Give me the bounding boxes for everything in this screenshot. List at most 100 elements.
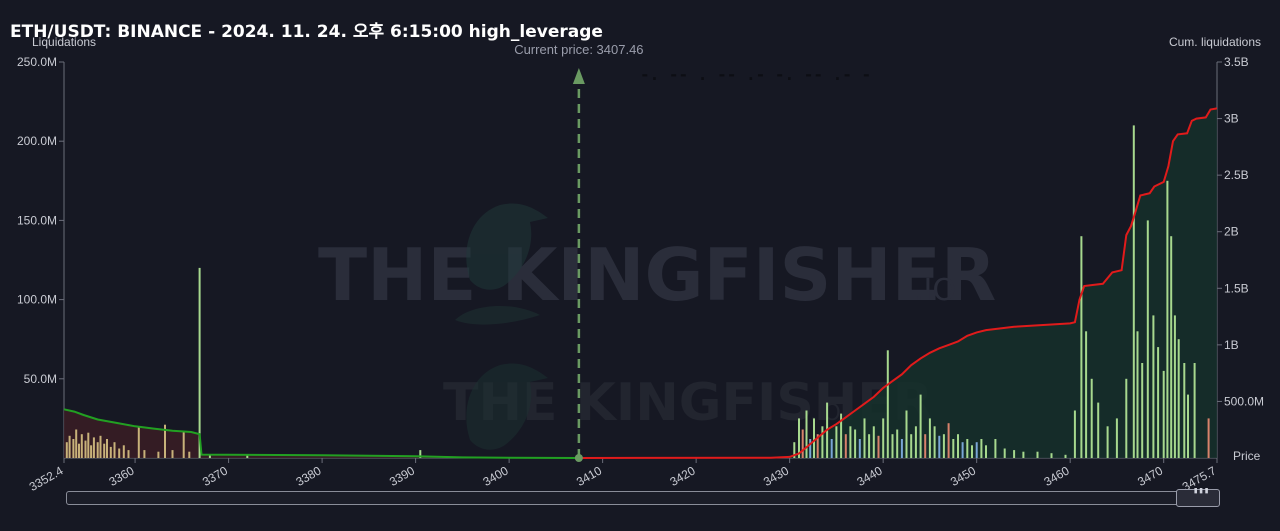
liquidation-bar	[1085, 331, 1088, 458]
liquidation-bar	[182, 431, 185, 458]
liquidation-bar	[1090, 378, 1093, 458]
chart-title: ETH/USDT: BINANCE - 2024. 11. 24. 오후 6:1…	[10, 22, 603, 42]
left-tick-label: 50.0M	[24, 372, 57, 386]
liquidation-bar	[171, 450, 174, 458]
liquidation-bar	[99, 435, 102, 458]
liquidation-bar	[1173, 315, 1176, 458]
liquidation-bar	[957, 434, 959, 458]
liquidation-bar	[106, 439, 108, 458]
liquidation-bar	[805, 410, 808, 458]
liquidation-bar	[65, 442, 68, 458]
x-tick-label: 3370	[200, 463, 230, 489]
x-tick-label: 3400	[480, 463, 510, 489]
cum-line-long	[63, 408, 579, 459]
liquidation-bar	[886, 350, 889, 458]
liquidation-bar	[188, 451, 191, 458]
liquidation-bar	[914, 426, 917, 458]
liquidation-bar	[84, 440, 87, 458]
liquidation-bar	[985, 445, 987, 458]
liquidation-bar	[961, 442, 964, 458]
grip-icon: ▮▮▮	[1193, 486, 1210, 496]
liquidation-bar	[793, 442, 796, 458]
liquidation-bar	[1170, 236, 1173, 458]
bars-group	[65, 125, 1210, 459]
liquidation-bar	[1013, 450, 1016, 458]
liquidation-bar	[798, 418, 800, 458]
liquidation-bar	[246, 454, 249, 458]
liquidation-bar	[858, 439, 861, 458]
liquidation-bar	[1106, 426, 1109, 458]
liquidation-bar	[1177, 339, 1180, 458]
liquidation-bar	[127, 450, 130, 458]
liquidation-bar	[966, 439, 969, 458]
range-scrollbar[interactable]	[66, 491, 1218, 505]
liquidation-bar	[1050, 453, 1053, 458]
x-tick-label: 3420	[668, 463, 698, 489]
watermark-small-suffix: .IO	[810, 401, 841, 426]
liquidation-bar	[809, 439, 812, 458]
liquidation-bar	[1064, 454, 1067, 458]
liquidation-bar	[137, 426, 140, 458]
liquidation-bar	[72, 439, 75, 458]
liquidation-bar	[1157, 347, 1160, 458]
liquidation-bar	[1162, 370, 1165, 458]
kingfisher-bird-icon	[455, 203, 548, 450]
x-tick-label: 3380	[293, 463, 323, 489]
left-tick-label: 150.0M	[17, 213, 57, 227]
watermark-large: THE KINGFISHER	[318, 233, 996, 317]
liquidation-bar	[1022, 451, 1025, 458]
liquidation-bar	[928, 418, 931, 458]
arrow-up-icon	[572, 68, 585, 84]
watermark-group: THE KINGFISHER .IO THE KINGFISHER .IO	[318, 203, 996, 450]
liquidation-bar	[122, 445, 125, 458]
range-scroll-handle[interactable]: ▮▮▮	[1176, 486, 1220, 507]
liquidation-bar	[75, 429, 78, 458]
liquidation-bar	[971, 445, 973, 458]
liquidation-bar	[905, 410, 908, 458]
liquidation-bar	[1097, 402, 1100, 458]
liquidation-bar	[96, 442, 99, 458]
cum-area-group	[64, 108, 1217, 459]
liquidation-bar	[103, 443, 106, 458]
liquidation-bar	[1003, 448, 1006, 458]
right-tick-label: 3.5B	[1224, 55, 1249, 69]
x-tick-label: 3410	[574, 463, 604, 489]
liquidation-bar	[942, 434, 945, 458]
liquidation-bar	[109, 446, 112, 458]
liquidation-bar	[1207, 418, 1210, 458]
right-tick-label: 500.0M	[1224, 394, 1264, 408]
cum-line-short	[578, 107, 1218, 459]
liquidation-bar	[1152, 315, 1155, 458]
x-tick-label: 3360	[106, 463, 136, 489]
x-tick-label: 3450	[948, 463, 978, 489]
liquidation-bar	[92, 437, 95, 458]
x-tick-label: 3352.4	[27, 463, 66, 494]
liquidation-bar	[919, 394, 922, 458]
liquidation-bar	[208, 454, 211, 458]
current-price-dot	[574, 454, 583, 462]
liquidation-bar	[933, 426, 936, 458]
liquidation-bar	[1187, 394, 1189, 458]
x-tick-label: 3440	[855, 463, 885, 489]
liquidation-bar	[1036, 451, 1039, 458]
liquidation-bar	[975, 442, 978, 458]
liquidation-bar	[872, 426, 875, 458]
liquidation-bar	[78, 443, 80, 458]
liquidation-bar	[1166, 180, 1169, 459]
liquidation-bar	[1080, 236, 1083, 458]
left-tick-label: 250.0M	[17, 55, 57, 69]
cum-lines-group	[63, 107, 1218, 459]
liquidation-bar	[840, 413, 843, 458]
liquidation-bar	[868, 434, 871, 458]
liquidation-bar	[849, 426, 852, 458]
x-tick-label: 3390	[387, 463, 417, 489]
liquidation-bar	[952, 439, 955, 458]
liquidation-bar	[113, 442, 116, 458]
x-tick-label: 3430	[761, 463, 791, 489]
liquidation-bar	[947, 423, 950, 458]
liquidation-bar	[1136, 331, 1139, 458]
liquidation-bar	[896, 429, 899, 458]
liquidation-bar	[1073, 410, 1076, 458]
liquidation-bar	[882, 418, 885, 458]
